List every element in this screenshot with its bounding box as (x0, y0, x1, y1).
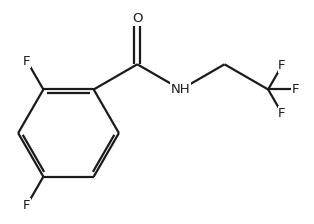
Text: F: F (23, 198, 31, 211)
Text: F: F (23, 55, 31, 68)
Text: O: O (132, 13, 143, 26)
Text: F: F (278, 107, 286, 120)
Text: F: F (278, 59, 286, 72)
Text: NH: NH (171, 83, 191, 96)
Text: F: F (292, 83, 300, 96)
